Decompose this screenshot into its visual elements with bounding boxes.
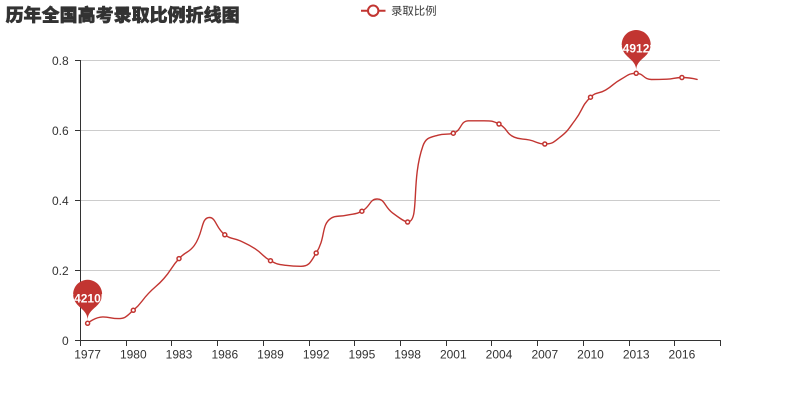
svg-text:1992: 1992 xyxy=(303,348,330,362)
svg-text:1998: 1998 xyxy=(394,348,421,362)
svg-text:2001: 2001 xyxy=(440,348,467,362)
svg-text:2004: 2004 xyxy=(486,348,513,362)
svg-text:0.8: 0.8 xyxy=(52,54,69,68)
svg-text:1980: 1980 xyxy=(120,348,147,362)
svg-text:0: 0 xyxy=(62,334,69,348)
svg-text:0.6: 0.6 xyxy=(52,124,69,138)
svg-text:2010: 2010 xyxy=(577,348,604,362)
svg-text:2016: 2016 xyxy=(669,348,696,362)
svg-text:1986: 1986 xyxy=(211,348,238,362)
svg-text:0.0542105263: 0.0542105263 xyxy=(51,291,128,305)
svg-text:0.7649122807: 0.7649122807 xyxy=(599,42,676,56)
svg-text:0.4: 0.4 xyxy=(52,194,69,208)
svg-text:0.2: 0.2 xyxy=(52,264,69,278)
svg-text:1989: 1989 xyxy=(257,348,284,362)
svg-text:1977: 1977 xyxy=(74,348,101,362)
svg-text:1995: 1995 xyxy=(349,348,376,362)
svg-text:2013: 2013 xyxy=(623,348,650,362)
svg-text:1983: 1983 xyxy=(166,348,193,362)
svg-text:2007: 2007 xyxy=(531,348,558,362)
